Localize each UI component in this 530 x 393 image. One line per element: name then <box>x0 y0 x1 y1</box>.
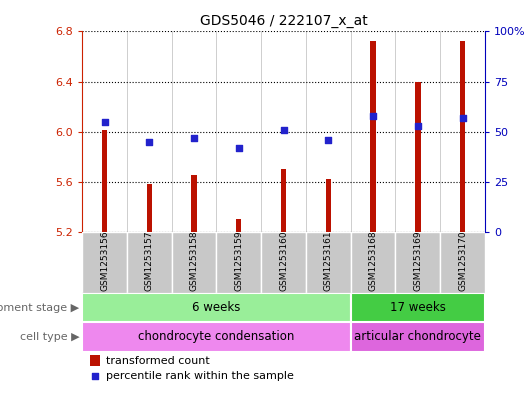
Point <box>279 127 288 133</box>
Text: GSM1253160: GSM1253160 <box>279 231 288 292</box>
Bar <box>102 130 107 232</box>
Text: GSM1253169: GSM1253169 <box>413 231 422 292</box>
Bar <box>82 322 351 352</box>
Bar <box>460 41 465 232</box>
Bar <box>415 81 420 232</box>
Bar <box>351 322 485 352</box>
Title: GDS5046 / 222107_x_at: GDS5046 / 222107_x_at <box>200 14 367 28</box>
Point <box>91 373 100 379</box>
Text: articular chondrocyte: articular chondrocyte <box>355 331 481 343</box>
Text: GSM1253170: GSM1253170 <box>458 231 467 292</box>
Point <box>145 139 154 145</box>
Text: transformed count: transformed count <box>107 356 210 366</box>
Bar <box>172 232 216 293</box>
Text: development stage ▶: development stage ▶ <box>0 303 80 312</box>
Text: GSM1253157: GSM1253157 <box>145 231 154 292</box>
Bar <box>147 184 152 232</box>
Point <box>324 136 332 143</box>
Text: GSM1253158: GSM1253158 <box>190 231 199 292</box>
Bar <box>351 293 485 322</box>
Text: 17 weeks: 17 weeks <box>390 301 446 314</box>
Bar <box>306 232 351 293</box>
Bar <box>325 179 331 232</box>
Point <box>458 114 467 121</box>
Bar <box>82 293 351 322</box>
Bar <box>351 232 395 293</box>
Bar <box>281 169 286 232</box>
Text: percentile rank within the sample: percentile rank within the sample <box>107 371 294 381</box>
Bar <box>236 219 242 232</box>
Bar <box>82 232 127 293</box>
Point <box>369 112 377 119</box>
Bar <box>395 232 440 293</box>
Text: 6 weeks: 6 weeks <box>192 301 241 314</box>
Text: chondrocyte condensation: chondrocyte condensation <box>138 331 295 343</box>
Bar <box>90 355 100 366</box>
Text: GSM1253156: GSM1253156 <box>100 231 109 292</box>
Point <box>235 145 243 151</box>
Bar <box>191 176 197 232</box>
Bar <box>127 232 172 293</box>
Text: GSM1253159: GSM1253159 <box>234 231 243 292</box>
Bar <box>216 232 261 293</box>
Point <box>100 119 109 125</box>
Bar <box>440 232 485 293</box>
Bar <box>261 232 306 293</box>
Text: GSM1253161: GSM1253161 <box>324 231 333 292</box>
Point <box>413 123 422 129</box>
Bar <box>370 41 376 232</box>
Point <box>190 134 198 141</box>
Text: cell type ▶: cell type ▶ <box>20 332 80 342</box>
Text: GSM1253168: GSM1253168 <box>368 231 377 292</box>
